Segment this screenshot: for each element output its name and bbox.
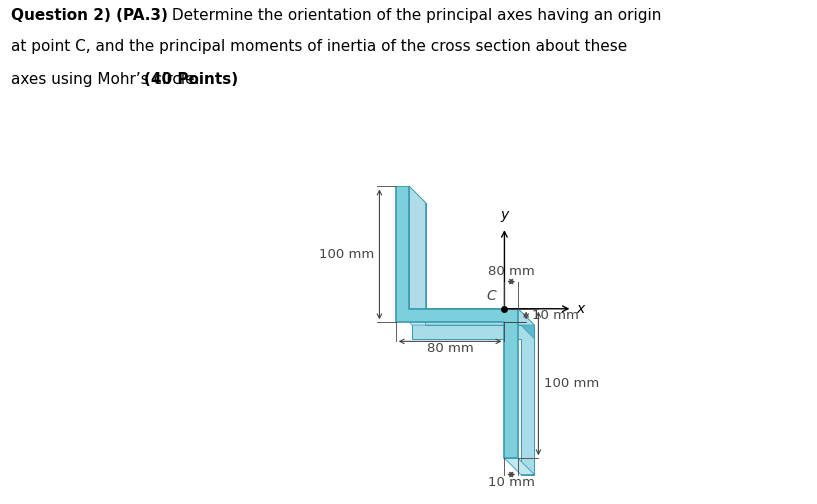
Text: (40 Points): (40 Points) [144,72,238,87]
Polygon shape [412,203,534,474]
Polygon shape [409,186,426,325]
Text: 80 mm: 80 mm [488,265,534,278]
Text: at point C, and the principal moments of inertia of the cross section about thes: at point C, and the principal moments of… [11,39,627,54]
Polygon shape [395,186,426,203]
Polygon shape [409,186,534,325]
Text: C: C [487,289,496,303]
Text: x: x [577,302,585,316]
Polygon shape [518,309,534,339]
Text: 10 mm: 10 mm [532,309,578,322]
Text: 10 mm: 10 mm [488,476,534,489]
Polygon shape [395,186,518,458]
Text: axes using Mohr’s circle.: axes using Mohr’s circle. [11,72,204,87]
Polygon shape [504,458,534,474]
Text: Determine the orientation of the principal axes having an origin: Determine the orientation of the princip… [167,8,662,23]
Text: 80 mm: 80 mm [426,342,474,355]
Text: y: y [500,208,508,222]
Text: Question 2) (PA.3): Question 2) (PA.3) [11,8,167,23]
Text: 100 mm: 100 mm [544,377,599,390]
Polygon shape [395,309,534,325]
Text: 100 mm: 100 mm [319,248,374,261]
